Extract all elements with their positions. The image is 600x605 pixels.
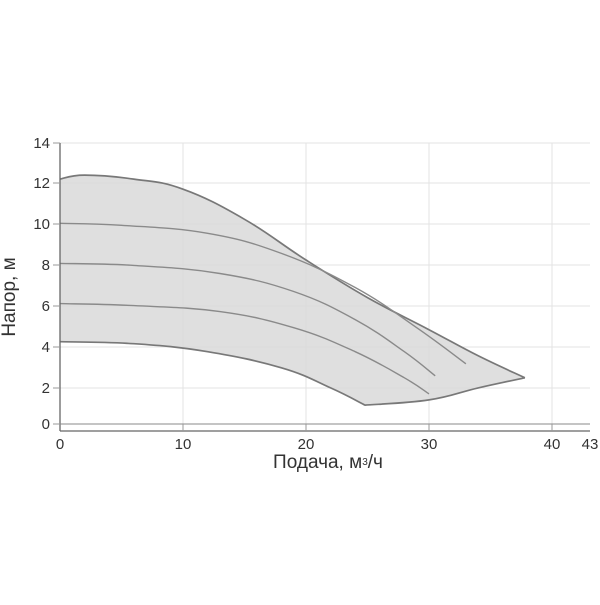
svg-text:2: 2 — [42, 380, 50, 397]
svg-text:Напор, м: Напор, м — [0, 257, 20, 336]
svg-text:20: 20 — [298, 436, 315, 453]
svg-text:30: 30 — [421, 436, 438, 453]
svg-text:0: 0 — [42, 416, 50, 433]
svg-text:43: 43 — [582, 436, 599, 453]
svg-text:10: 10 — [175, 436, 192, 453]
svg-text:12: 12 — [33, 175, 50, 192]
svg-text:10: 10 — [33, 216, 50, 233]
svg-text:6: 6 — [42, 298, 50, 315]
svg-text:8: 8 — [42, 257, 50, 274]
svg-text:Подача, м3/ч: Подача, м3/ч — [273, 452, 383, 473]
svg-text:14: 14 — [33, 135, 50, 152]
svg-text:0: 0 — [56, 436, 64, 453]
svg-text:40: 40 — [544, 436, 561, 453]
svg-text:4: 4 — [42, 339, 50, 356]
